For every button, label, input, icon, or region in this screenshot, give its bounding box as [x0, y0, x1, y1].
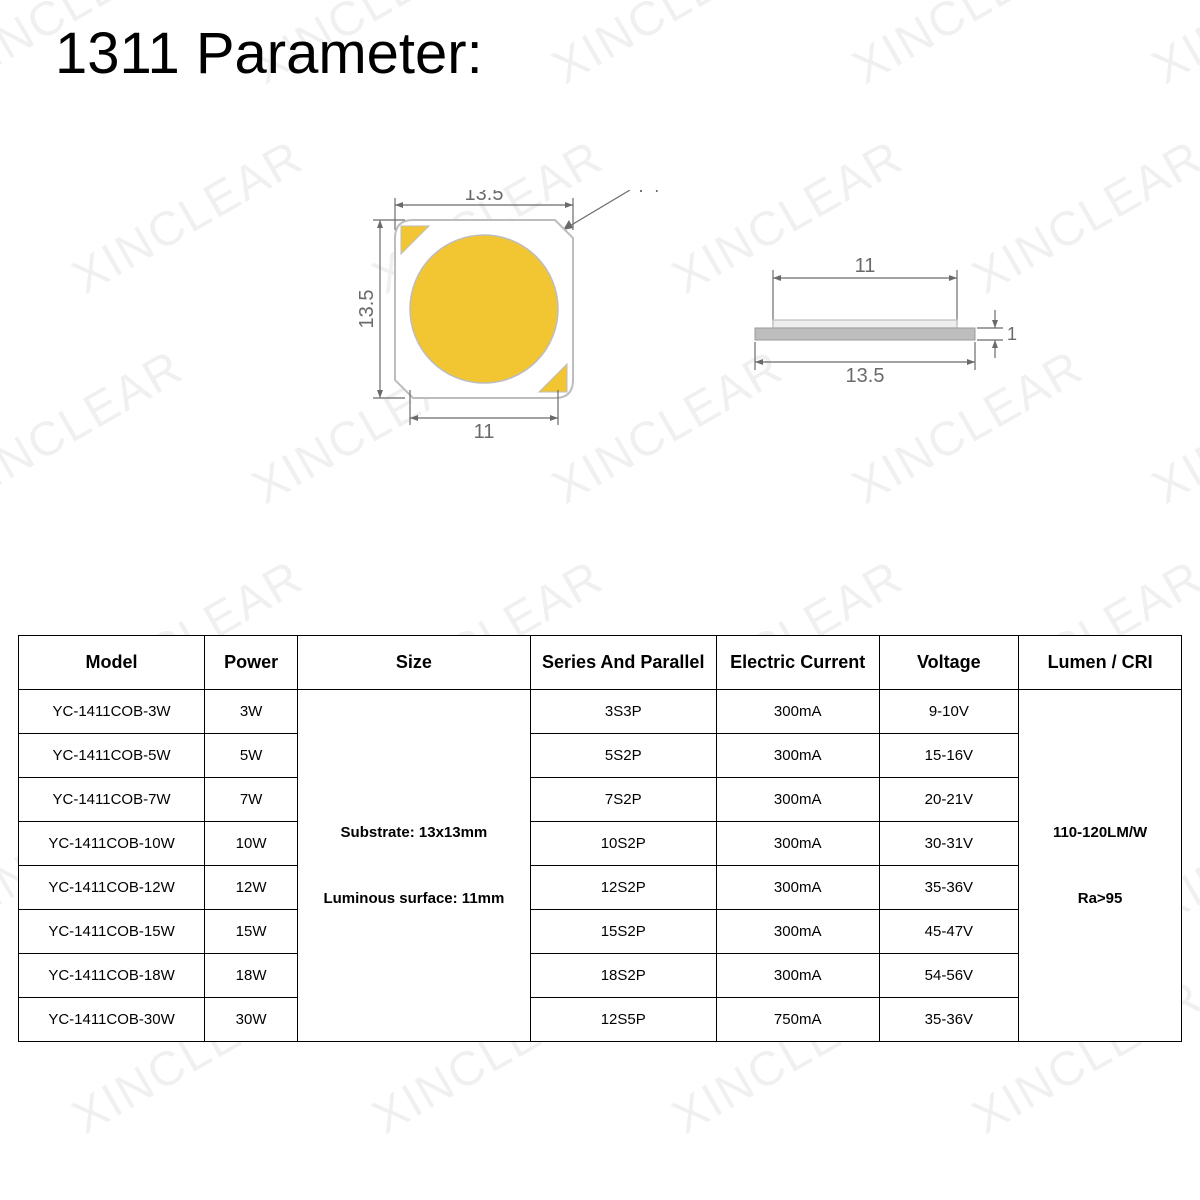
cell-series: 18S2P: [530, 954, 716, 998]
table-row: YC-1411COB-7W7W 7S2P300mA20-21V: [19, 778, 1182, 822]
cell-series: 7S2P: [530, 778, 716, 822]
cell-series: 12S2P: [530, 866, 716, 910]
cell-power: 7W: [205, 778, 298, 822]
cell-power: 18W: [205, 954, 298, 998]
cell-current: 750mA: [716, 998, 879, 1042]
cell-model: YC-1411COB-15W: [19, 910, 205, 954]
cell-model: YC-1411COB-5W: [19, 734, 205, 778]
cell-model: YC-1411COB-12W: [19, 866, 205, 910]
cell-power: 30W: [205, 998, 298, 1042]
dim-width-top: 13.5: [465, 190, 504, 205]
cell-current: 300mA: [716, 690, 879, 734]
table-row: YC-1411COB-18W18W 18S2P300mA54-56V: [19, 954, 1182, 998]
cell-model: YC-1411COB-30W: [19, 998, 205, 1042]
dim-corner: Φ4: [633, 190, 660, 197]
cell-power: 10W: [205, 822, 298, 866]
cell-voltage: 35-36V: [879, 998, 1019, 1042]
cell-voltage: 45-47V: [879, 910, 1019, 954]
cell-series: 12S5P: [530, 998, 716, 1042]
dim-width-bottom: 11: [474, 421, 495, 443]
cell-current: 300mA: [716, 822, 879, 866]
col-header: Model: [19, 636, 205, 690]
table-row: YC-1411COB-5W5W 5S2P300mA15-16V: [19, 734, 1182, 778]
dim-height-left: 13.5: [356, 290, 378, 329]
cell-series: 5S2P: [530, 734, 716, 778]
cell-voltage: 9-10V: [879, 690, 1019, 734]
cell-current: 300mA: [716, 778, 879, 822]
cell-current: 300mA: [716, 866, 879, 910]
spec-table: ModelPowerSizeSeries And ParallelElectri…: [18, 635, 1182, 1042]
cell-voltage: 15-16V: [879, 734, 1019, 778]
watermark-text: XINCLEAR: [543, 0, 792, 95]
cell-model: YC-1411COB-3W: [19, 690, 205, 734]
watermark-text: XINCLEAR: [63, 130, 312, 306]
cell-power: 3W: [205, 690, 298, 734]
cell-model: YC-1411COB-10W: [19, 822, 205, 866]
col-header: Voltage: [879, 636, 1019, 690]
cell-series: 3S3P: [530, 690, 716, 734]
cell-voltage: 54-56V: [879, 954, 1019, 998]
cell-voltage: 35-36V: [879, 866, 1019, 910]
cell-model: YC-1411COB-18W: [19, 954, 205, 998]
technical-diagram: 13.5 Φ4 13.5: [335, 190, 1035, 470]
cell-power: 5W: [205, 734, 298, 778]
cell-size: Substrate: 13x13mmLuminous surface: 11mm: [298, 690, 531, 1042]
cell-lumen: 110-120LM/WRa>95: [1019, 690, 1182, 1042]
col-header: Power: [205, 636, 298, 690]
page-title: 1311 Parameter:: [55, 20, 483, 87]
col-header: Lumen / CRI: [1019, 636, 1182, 690]
cell-current: 300mA: [716, 734, 879, 778]
cell-power: 15W: [205, 910, 298, 954]
dim-side-bottom: 13.5: [846, 365, 885, 387]
table-row: YC-1411COB-10W10W 10S2P300mA30-31V: [19, 822, 1182, 866]
col-header: Electric Current: [716, 636, 879, 690]
cell-series: 10S2P: [530, 822, 716, 866]
cell-voltage: 20-21V: [879, 778, 1019, 822]
watermark-text: XINCLEAR: [0, 340, 193, 516]
table-row: YC-1411COB-15W15W 15S2P300mA45-47V: [19, 910, 1182, 954]
watermark-text: XINCLEAR: [843, 0, 1092, 95]
watermark-text: XINCLEAR: [1143, 340, 1200, 516]
cell-model: YC-1411COB-7W: [19, 778, 205, 822]
cell-series: 15S2P: [530, 910, 716, 954]
col-header: Size: [298, 636, 531, 690]
cell-current: 300mA: [716, 954, 879, 998]
dim-side-thickness: 1: [1007, 324, 1017, 344]
cell-voltage: 30-31V: [879, 822, 1019, 866]
table-row: YC-1411COB-30W30W 12S5P750mA35-36V: [19, 998, 1182, 1042]
watermark-text: XINCLEAR: [1143, 0, 1200, 95]
cell-power: 12W: [205, 866, 298, 910]
cell-current: 300mA: [716, 910, 879, 954]
table-row: YC-1411COB-12W12W 12S2P300mA35-36V: [19, 866, 1182, 910]
col-header: Series And Parallel: [530, 636, 716, 690]
spec-table-wrap: ModelPowerSizeSeries And ParallelElectri…: [18, 635, 1182, 1042]
table-row: YC-1411COB-3W3WSubstrate: 13x13mmLuminou…: [19, 690, 1182, 734]
dim-side-top: 11: [855, 255, 876, 277]
